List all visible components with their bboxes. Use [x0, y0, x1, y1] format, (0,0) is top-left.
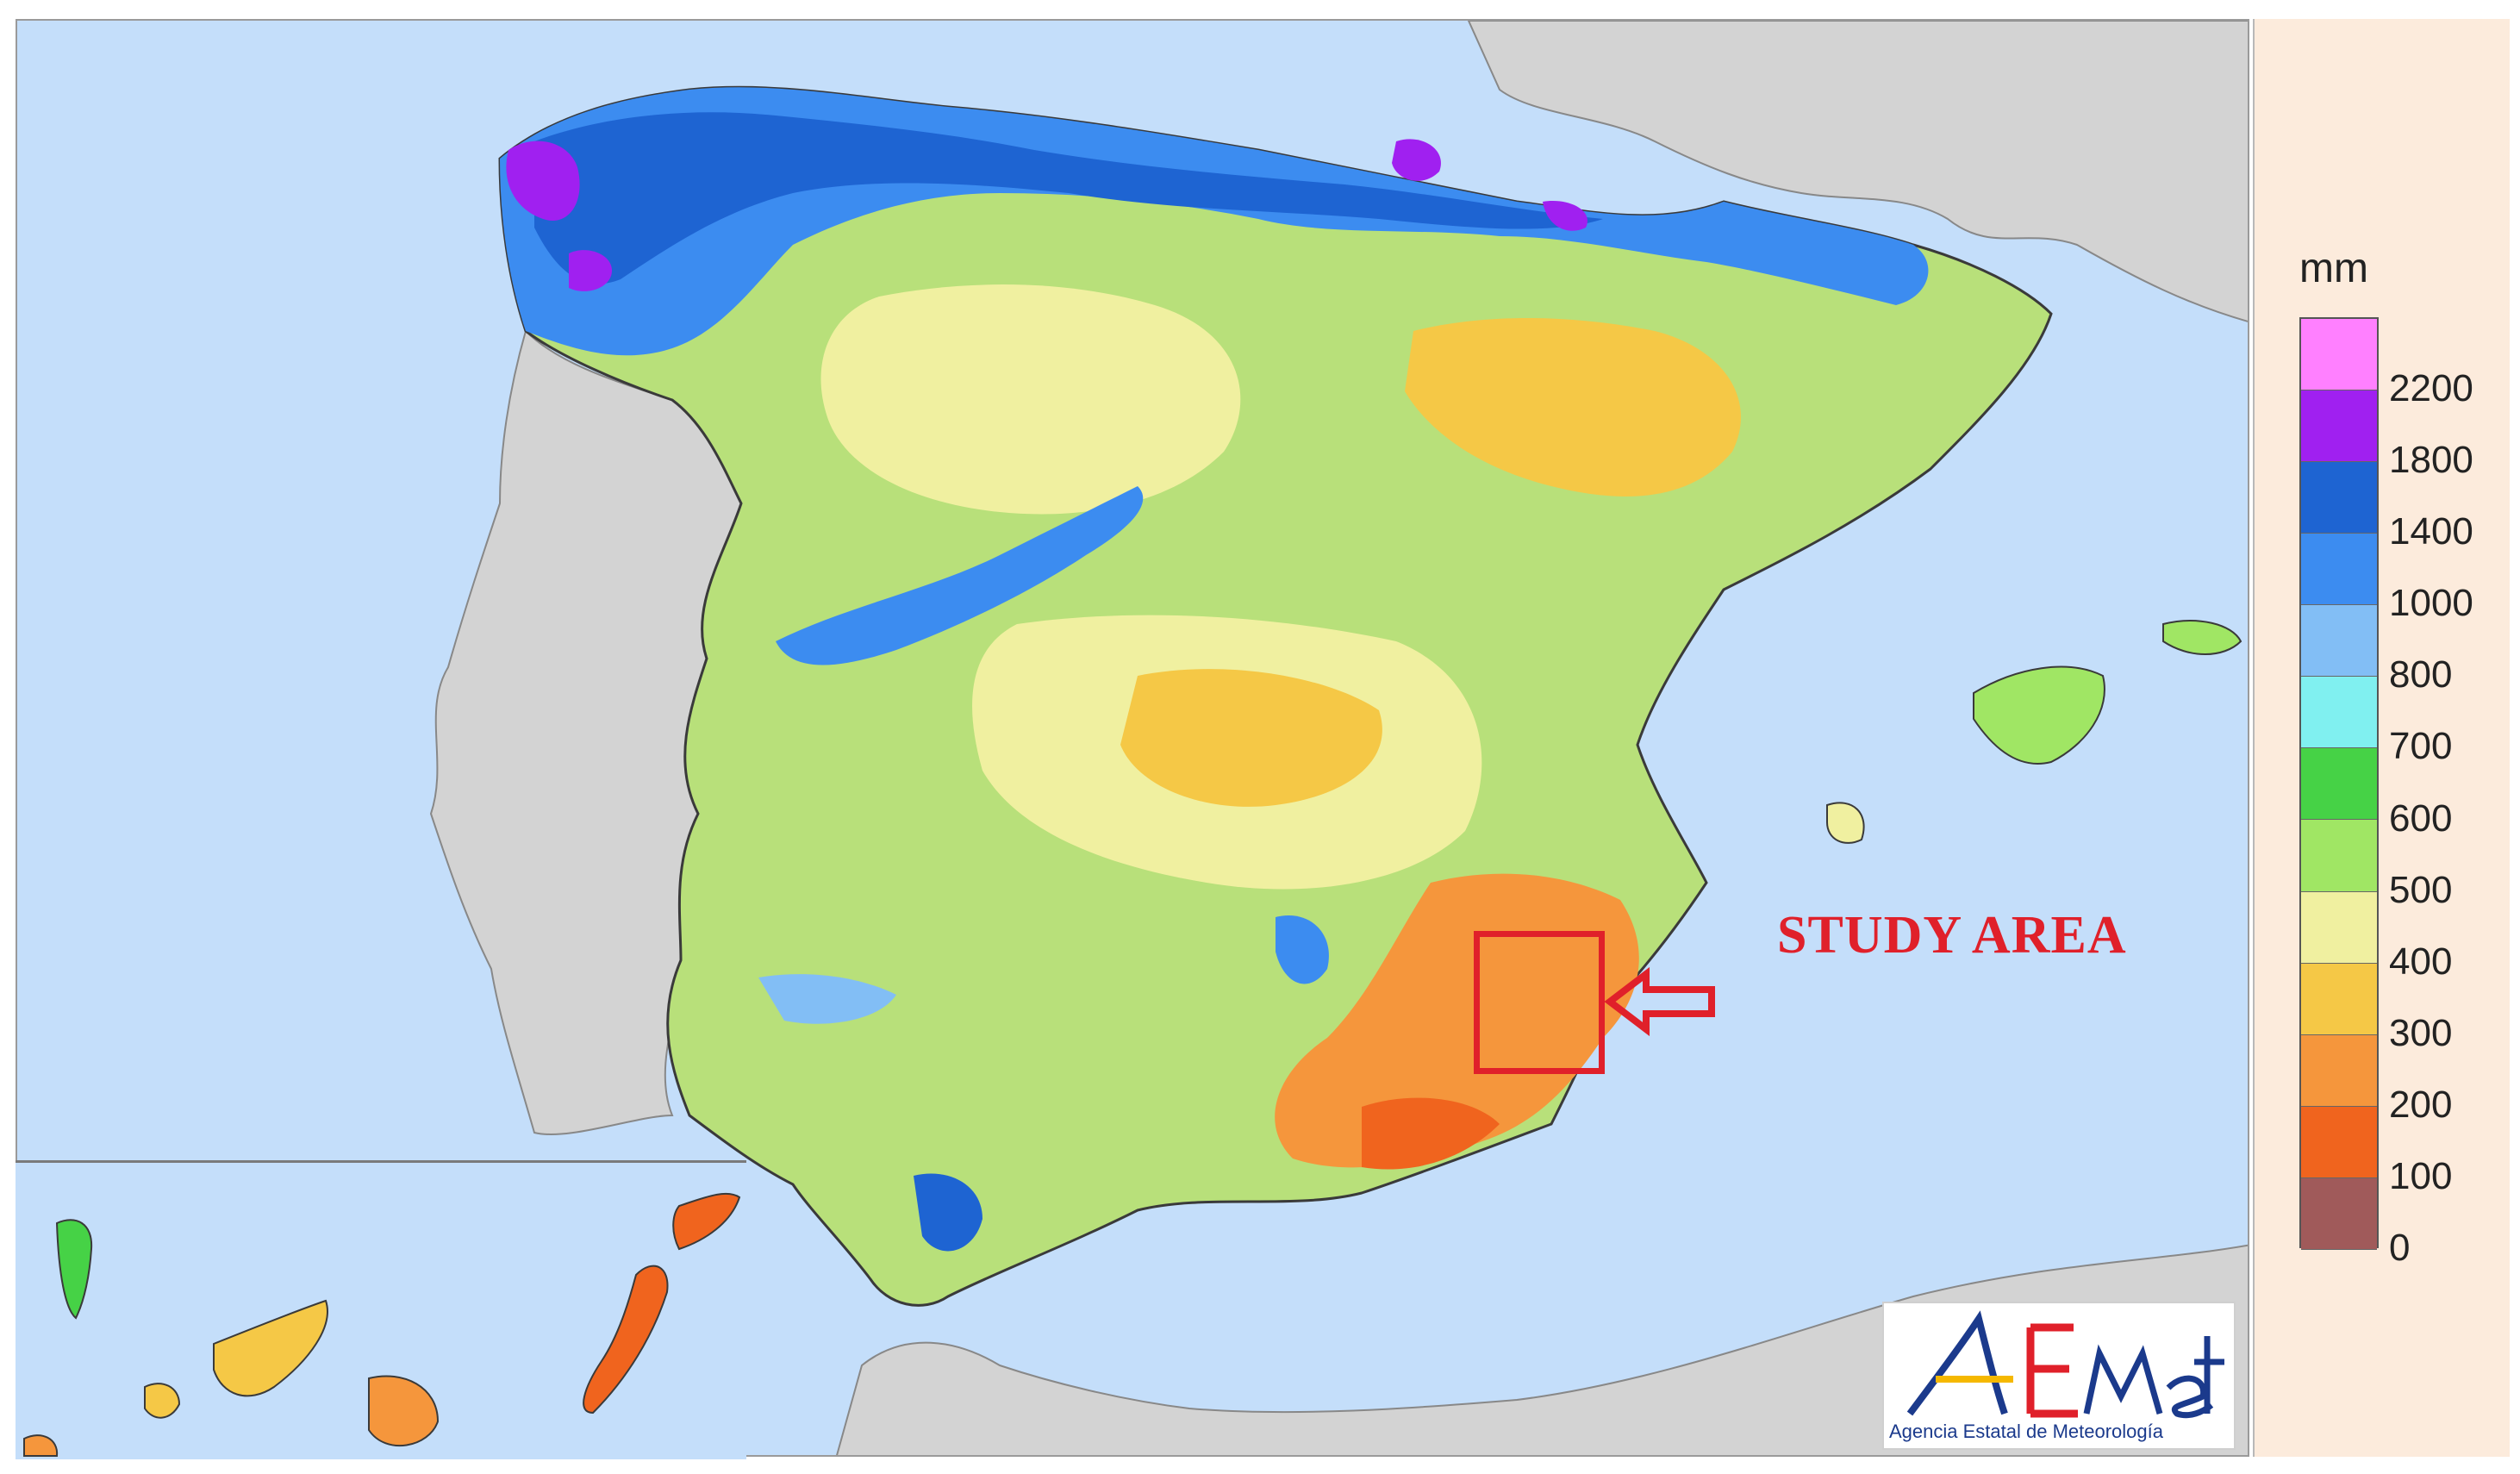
galicia-max-rain: [506, 141, 580, 221]
andalusia-west-wet: [758, 974, 896, 1024]
legend-swatch: [2301, 1106, 2377, 1178]
lanzarote: [672, 1192, 741, 1251]
legend-tick-label: 1400: [2389, 510, 2473, 553]
legend-tick-label: 2200: [2389, 367, 2473, 410]
galicia-max-rain-2: [569, 250, 612, 291]
legend-swatch: [2301, 462, 2377, 534]
ibiza: [1826, 802, 1865, 844]
fuerteventura: [583, 1265, 669, 1415]
study-area-arrow-icon: [1605, 967, 1715, 1036]
legend-panel: mm 2200 1800 1400 1000 800 700 600 500 400 300 200…: [2253, 19, 2510, 1457]
canary-islands-graphic: [16, 1163, 746, 1459]
legend-tick-label: 1000: [2389, 582, 2473, 625]
southeast-arid: [1275, 873, 1639, 1168]
cantabria-max-rain: [1392, 139, 1441, 181]
aemet-logo: Agencia Estatal de Meteorología: [1882, 1302, 2236, 1450]
legend-tick-label: 0: [2389, 1227, 2411, 1269]
gran-canaria: [368, 1375, 440, 1446]
grazalema-wet: [914, 1173, 982, 1252]
legend-swatch: [2301, 748, 2377, 821]
northern-plateau-dry: [820, 284, 1241, 515]
central-system-wet: [776, 486, 1144, 665]
legend-tick-label: 700: [2389, 725, 2453, 768]
legend-color-bar: [2299, 317, 2379, 1250]
la-gomera: [144, 1383, 181, 1419]
ebro-valley-dry: [1405, 318, 1741, 497]
legend-unit: mm: [2299, 246, 2368, 291]
legend-swatch: [2301, 677, 2377, 749]
tenerife: [213, 1299, 328, 1397]
legend-tick-label: 200: [2389, 1083, 2453, 1126]
legend-tick-label: 100: [2389, 1154, 2453, 1197]
legend-tick-label: 600: [2389, 796, 2453, 840]
legend-swatch: [2301, 390, 2377, 463]
cazorla-wet: [1276, 915, 1329, 984]
menorca: [2162, 620, 2242, 655]
pyrenees-max-rain: [1543, 201, 1587, 231]
southeast-very-arid: [1362, 1097, 1500, 1170]
mallorca: [1973, 665, 2105, 765]
canary-islands-inset: [16, 1160, 746, 1459]
legend-tick-label: 800: [2389, 653, 2453, 696]
northern-very-wet-zone: [534, 112, 1603, 284]
legend-tick-label: 300: [2389, 1011, 2453, 1054]
legend-tick-label: 500: [2389, 868, 2453, 911]
aemet-logo-graphic: [1906, 1310, 2224, 1419]
legend-swatch: [2301, 1034, 2377, 1107]
legend-swatch: [2301, 605, 2377, 678]
study-area-label: STUDY AREA: [1777, 906, 2127, 965]
legend-swatch: [2301, 820, 2377, 892]
la-palma: [55, 1219, 93, 1320]
legend-tick-label: 1800: [2389, 439, 2473, 482]
study-area-box: [1474, 931, 1605, 1074]
legend-swatch: [2301, 319, 2377, 391]
legend-swatch: [2301, 963, 2377, 1035]
legend-swatch: [2301, 891, 2377, 964]
legend-swatch: [2301, 534, 2377, 606]
legend-swatch: [2301, 1177, 2377, 1250]
el-hierro: [23, 1434, 59, 1457]
france-landmass: [1467, 21, 2248, 322]
la-mancha-dry-core: [1120, 669, 1382, 807]
aemet-logo-caption: Agencia Estatal de Meteorología: [1889, 1421, 2163, 1442]
legend-tick-label: 400: [2389, 940, 2453, 983]
